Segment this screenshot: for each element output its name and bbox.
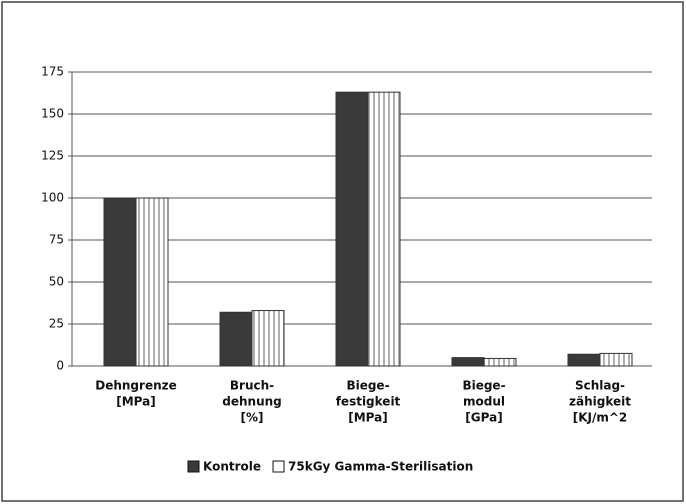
bar	[367, 91, 401, 367]
bar	[219, 311, 253, 367]
bar	[451, 357, 485, 367]
legend-label: 75kGy Gamma-Sterilisation	[288, 460, 473, 474]
y-tick-label: 50	[49, 275, 64, 289]
x-tick-label: dehnung	[222, 395, 282, 409]
y-tick-label: 150	[41, 107, 64, 121]
y-tick-label: 100	[41, 191, 64, 205]
y-tick-label: 0	[56, 359, 64, 373]
x-tick-label: Dehngrenze	[95, 379, 177, 393]
x-tick-label: festigkeit	[336, 395, 401, 409]
x-tick-label: Biege-	[462, 379, 505, 393]
x-tick-label: modul	[463, 395, 505, 409]
x-tick-label: Schlag-	[575, 379, 625, 393]
y-tick-label: 175	[41, 65, 64, 79]
legend-swatch	[187, 460, 200, 473]
x-tick-label: [%]	[241, 411, 264, 425]
legend-swatch	[272, 460, 285, 473]
legend-label: Kontrole	[203, 460, 261, 474]
y-tick-label: 25	[49, 317, 64, 331]
bar	[567, 353, 601, 367]
x-tick-label: [KJ/m^2	[573, 411, 628, 425]
bar	[335, 91, 369, 367]
bar	[599, 352, 633, 367]
x-tick-label: Bruch-	[230, 379, 274, 393]
y-tick-label: 125	[41, 149, 64, 163]
bar	[103, 197, 137, 367]
bar	[483, 357, 517, 367]
x-tick-label: [MPa]	[348, 411, 387, 425]
x-tick-label: [GPa]	[465, 411, 502, 425]
bar	[135, 197, 169, 367]
y-tick-label: 75	[49, 233, 64, 247]
x-tick-label: zähigkeit	[569, 395, 631, 409]
x-tick-label: [MPa]	[116, 395, 155, 409]
x-tick-label: Biege-	[346, 379, 389, 393]
bar	[251, 310, 285, 367]
